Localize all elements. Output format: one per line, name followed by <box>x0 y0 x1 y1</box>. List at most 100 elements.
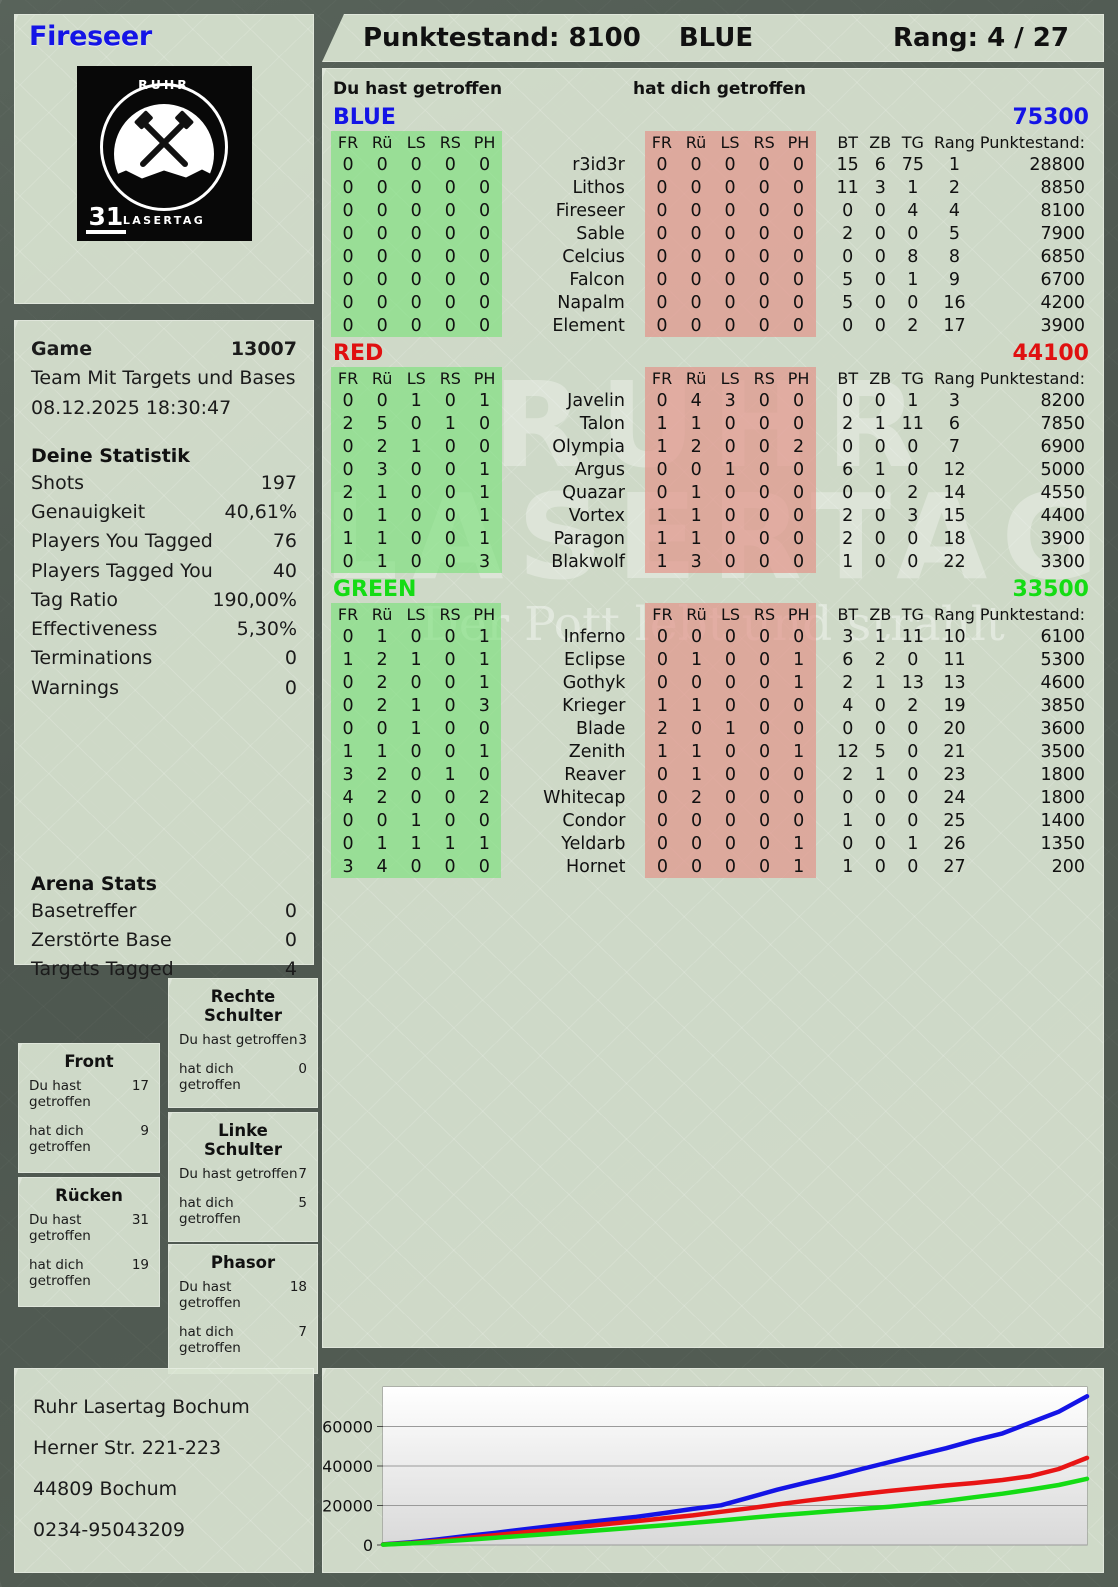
cell-them: 0 <box>747 717 782 740</box>
cell-rang: 10 <box>943 626 966 647</box>
cell-score: 1400 <box>1040 810 1085 831</box>
logo-text-bottom: LASERTAG <box>122 214 206 227</box>
venue-address-panel: Ruhr Lasertag Bochum Herner Str. 221-223 4… <box>14 1368 314 1573</box>
hitzone-you-value: 18 <box>289 1279 307 1295</box>
col-RS: RS <box>747 131 782 153</box>
cell-bt: 0 <box>842 436 854 457</box>
label-you-tagged: Du hast getroffen <box>333 79 503 99</box>
cell-you: 0 <box>365 389 400 412</box>
cell-rang: 18 <box>943 528 966 549</box>
stat-row-value: 197 <box>260 471 297 494</box>
player-name: Condor <box>562 810 626 831</box>
score-value: Punktestand: 8100 <box>363 23 641 53</box>
logo-text-top: RUHR <box>138 77 190 92</box>
cell-rang: 7 <box>948 436 961 457</box>
cell-bt: 0 <box>842 787 854 808</box>
cell-them: 0 <box>644 245 679 268</box>
player-name: Inferno <box>563 626 626 647</box>
address-line: Ruhr Lasertag Bochum <box>33 1396 250 1418</box>
cell-you: 1 <box>365 481 400 504</box>
cell-you: 0 <box>433 435 468 458</box>
cell-them: 1 <box>645 694 680 717</box>
cell-zb: 1 <box>874 459 886 480</box>
cell-you: 0 <box>399 458 434 481</box>
hitzone-them-row: hat dich getroffen 9 <box>29 1123 149 1155</box>
hitzone-them-row: hat dich getroffen 7 <box>179 1324 307 1356</box>
cell-tg: 8 <box>907 246 919 267</box>
cell-them: 0 <box>645 671 680 694</box>
cell-them: 0 <box>747 740 782 763</box>
hitzone-you-value: 7 <box>298 1166 307 1182</box>
cell-you: 1 <box>399 717 433 740</box>
cell-you: 0 <box>433 625 468 648</box>
cell-them: 1 <box>679 412 714 435</box>
page-title: Fireseer <box>29 21 152 52</box>
col-PH: PH <box>467 131 502 153</box>
cell-you: 2 <box>365 435 400 458</box>
cell-them: 0 <box>644 222 679 245</box>
cell-them: 0 <box>679 458 714 481</box>
cell-you: 0 <box>399 740 433 763</box>
col-LS: LS <box>399 603 433 625</box>
cell-you: 0 <box>433 291 468 314</box>
cell-you: 0 <box>467 855 502 878</box>
cell-zb: 1 <box>874 672 886 693</box>
cell-bt: 11 <box>836 177 859 198</box>
arena-row-value: 0 <box>284 929 297 951</box>
cell-you: 0 <box>399 176 434 199</box>
series-line-green <box>380 1476 1090 1547</box>
cell-score: 6100 <box>1040 626 1085 647</box>
col-score: Punktestand: <box>979 132 1085 152</box>
cell-zb: 0 <box>874 200 886 221</box>
cell-them: 0 <box>645 809 680 832</box>
cell-them: 1 <box>644 550 680 573</box>
cell-them: 0 <box>713 314 748 337</box>
cell-them: 1 <box>679 481 714 504</box>
cell-tg: 11 <box>901 626 924 647</box>
arena-row-label: Basetreffer <box>31 899 137 922</box>
cell-them: 0 <box>781 389 816 412</box>
team-name: RED <box>333 341 384 366</box>
arena-row: Basetreffer 0 <box>31 897 297 926</box>
stat-row: Genauigkeit 40,61% <box>31 498 297 527</box>
player-name: Napalm <box>557 292 625 313</box>
cell-you: 1 <box>365 504 400 527</box>
cell-score: 6900 <box>1040 436 1085 457</box>
col-Rü: Rü <box>679 367 714 389</box>
cell-tg: 11 <box>901 413 924 434</box>
cell-tg: 0 <box>907 649 919 670</box>
game-row: Game 13007 <box>31 335 297 364</box>
cell-you: 0 <box>365 153 400 176</box>
cell-you: 0 <box>331 176 366 199</box>
cell-them: 1 <box>644 435 680 458</box>
arena-row-label: Targets Tagged <box>31 958 174 981</box>
col-score: Punktestand: <box>979 604 1085 624</box>
